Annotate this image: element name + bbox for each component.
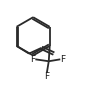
Text: F: F xyxy=(30,55,36,64)
Text: F: F xyxy=(44,72,49,81)
Text: F: F xyxy=(60,55,65,64)
